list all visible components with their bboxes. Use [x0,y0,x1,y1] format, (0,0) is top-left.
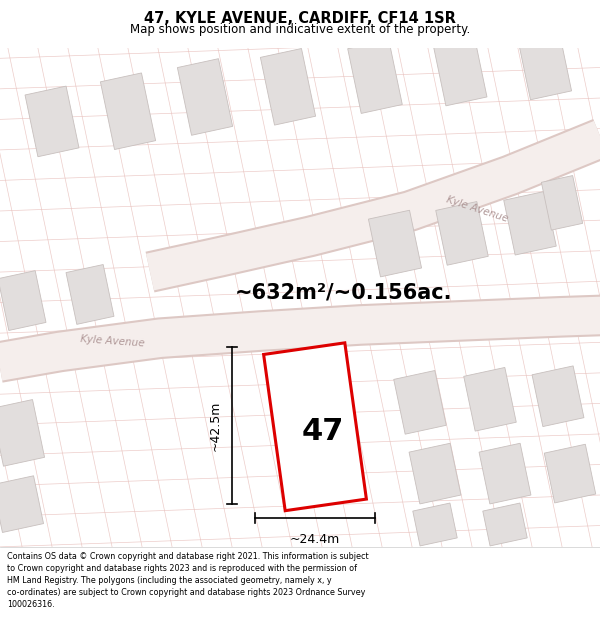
Bar [479,443,531,504]
Text: 47, KYLE AVENUE, CARDIFF, CF14 1SR: 47, KYLE AVENUE, CARDIFF, CF14 1SR [144,11,456,26]
Bar [436,201,488,265]
Text: ~24.4m: ~24.4m [290,532,340,546]
Bar [409,443,461,504]
Bar [483,503,527,546]
Text: Contains OS data © Crown copyright and database right 2021. This information is : Contains OS data © Crown copyright and d… [7,552,369,609]
Bar [433,35,487,106]
Text: ~632m²/~0.156ac.: ~632m²/~0.156ac. [235,282,452,302]
Text: 47: 47 [302,418,344,446]
Bar [532,366,584,426]
Bar [260,49,316,125]
Bar [368,210,422,277]
Bar [464,368,516,431]
Bar [0,399,44,466]
Bar [348,40,402,113]
Bar [0,476,44,532]
Bar [518,33,572,100]
Bar [394,371,446,434]
Bar [263,343,367,511]
Bar [100,73,155,149]
Text: Kyle Avenue: Kyle Avenue [445,194,509,224]
Text: ~42.5m: ~42.5m [209,401,222,451]
Bar [66,264,114,324]
Bar [0,271,46,331]
Bar [541,176,583,230]
Bar [504,191,556,255]
Text: Kyle Avenue: Kyle Avenue [80,334,145,349]
Bar [413,503,457,546]
Bar [25,86,79,157]
Bar [544,444,596,503]
Text: Map shows position and indicative extent of the property.: Map shows position and indicative extent… [130,23,470,36]
Bar [178,59,233,135]
